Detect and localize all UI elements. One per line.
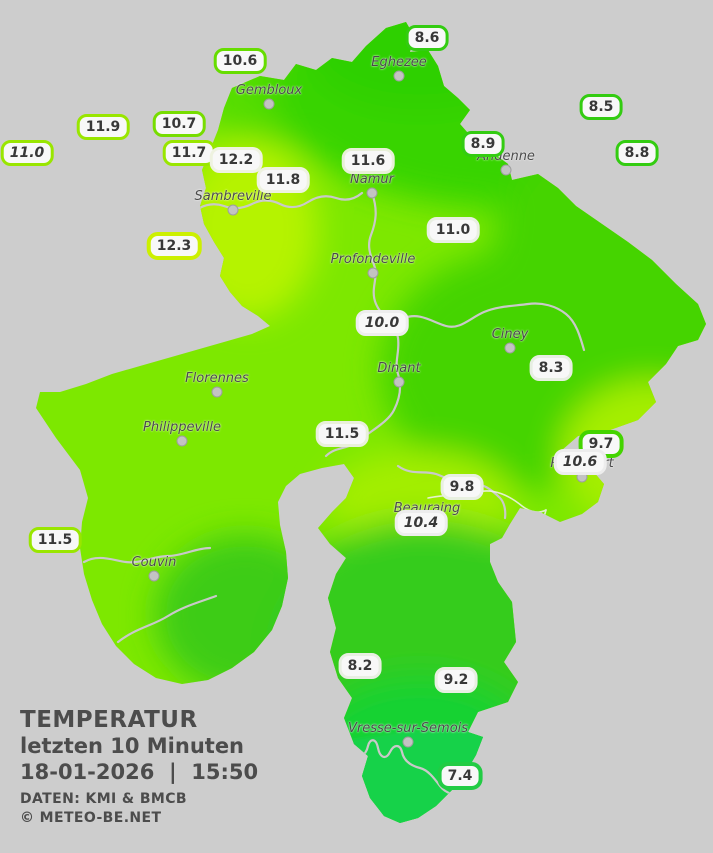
city-name: Ciney xyxy=(491,327,529,342)
subtitle-period: letzten 10 Minuten xyxy=(20,734,245,758)
temp-label-7.4: 7.4 xyxy=(437,762,483,790)
city-dot-icon xyxy=(211,386,223,398)
temp-label-10.7: 10.7 xyxy=(152,111,206,137)
temp-label-9.8: 9.8 xyxy=(440,474,484,500)
city-name: Couvin xyxy=(131,555,177,570)
temp-label-11.5: 11.5 xyxy=(315,421,369,447)
city-dot-icon xyxy=(366,187,378,199)
temp-label-8.5: 8.5 xyxy=(579,94,623,120)
temp-label-11.8: 11.8 xyxy=(256,167,310,193)
city-dot-icon xyxy=(263,98,275,110)
city-name: Gembloux xyxy=(235,83,303,98)
temp-label-12.2: 12.2 xyxy=(209,147,263,173)
temp-label-10.6: 10.6 xyxy=(213,48,267,74)
city-dot-icon xyxy=(504,342,516,354)
temp-label-12.3: 12.3 xyxy=(146,232,202,260)
river-eau-noire xyxy=(82,546,212,564)
city-name: Philippeville xyxy=(143,420,221,435)
temp-label-11.5: 11.5 xyxy=(28,527,82,553)
city-name: Namur xyxy=(350,172,394,187)
river-lesse xyxy=(402,302,586,352)
city-name: Sambreville xyxy=(194,189,272,204)
date-time: 18-01-2026 | 15:50 xyxy=(20,760,259,784)
temp-label-8.9: 8.9 xyxy=(461,131,505,157)
temp-label-10.4: 10.4 xyxy=(394,510,448,536)
copyright: © METEO-BE.NET xyxy=(20,810,162,826)
river-meuse xyxy=(324,191,402,458)
data-source: DATEN: KMI & BMCB xyxy=(20,791,187,807)
city-dot-icon xyxy=(367,267,379,279)
temp-label-8.3: 8.3 xyxy=(529,355,573,381)
city-name: Vresse-sur-Semois xyxy=(347,721,469,736)
city-name: Dinant xyxy=(377,361,421,376)
temp-label-10.0: 10.0 xyxy=(355,310,409,336)
temp-label-9.2: 9.2 xyxy=(434,667,478,693)
city-dot-icon xyxy=(500,164,512,176)
temp-label-11.6: 11.6 xyxy=(341,148,395,174)
temp-label-8.6: 8.6 xyxy=(405,25,449,51)
city-name: Florennes xyxy=(185,371,249,386)
city-dot-icon xyxy=(393,70,405,82)
page-title: TEMPERATUR xyxy=(20,707,198,733)
temp-label-11.9: 11.9 xyxy=(76,114,130,140)
city-name: Profondeville xyxy=(330,252,416,267)
title-block: TEMPERATUR letzten 10 Minuten 18-01-2026… xyxy=(20,706,258,828)
temp-label-11.0: 11.0 xyxy=(426,217,480,243)
temp-label-8.2: 8.2 xyxy=(338,653,382,679)
temp-label-11.7: 11.7 xyxy=(162,140,216,166)
temp-label-10.6: 10.6 xyxy=(553,449,607,475)
temp-label-11.0: 11.0 xyxy=(0,140,54,166)
river-sambre xyxy=(194,191,364,212)
city-dot-icon xyxy=(148,570,160,582)
temp-label-8.8: 8.8 xyxy=(615,140,659,166)
river-eau-blanche xyxy=(116,594,218,644)
city-name: Eghezee xyxy=(371,55,427,70)
city-dot-icon xyxy=(393,376,405,388)
city-dot-icon xyxy=(176,435,188,447)
city-dot-icon xyxy=(402,736,414,748)
city-dot-icon xyxy=(227,204,239,216)
